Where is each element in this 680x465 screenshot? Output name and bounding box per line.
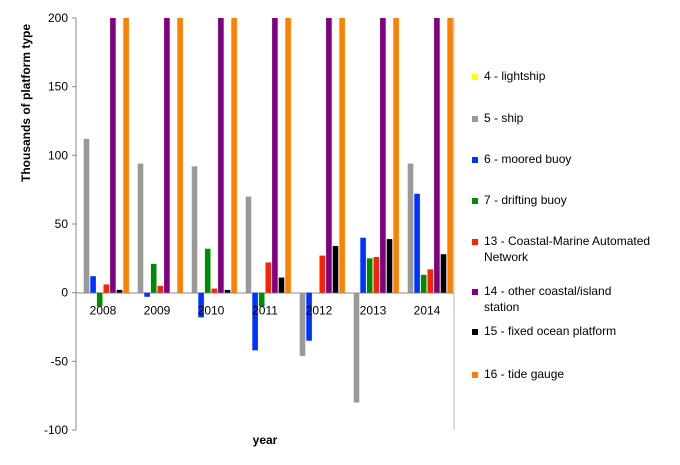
bar <box>285 18 291 293</box>
y-axis-label: Thousands of platform type <box>19 24 33 182</box>
bar <box>299 292 306 356</box>
bar <box>83 138 90 293</box>
bar <box>164 18 170 293</box>
bar <box>420 274 427 293</box>
y-tick-label: -100 <box>44 423 68 437</box>
bar <box>393 18 399 293</box>
y-tick-label: 200 <box>48 11 68 25</box>
y-tick-label: 150 <box>48 80 68 94</box>
bar <box>332 245 339 293</box>
bar <box>177 18 183 293</box>
legend-swatch <box>472 116 478 122</box>
bar <box>272 18 278 293</box>
legend-label: 15 - fixed ocean platform <box>484 324 616 338</box>
bar <box>360 237 366 293</box>
bar <box>380 18 386 293</box>
bar <box>427 269 434 293</box>
bar <box>123 18 129 293</box>
bar <box>110 18 116 293</box>
legend-label: 5 - ship <box>484 111 524 125</box>
legend-swatch <box>472 329 478 335</box>
bar <box>440 254 447 293</box>
bar <box>96 292 103 307</box>
y-tick-labels: -100 -50 0 50 100 150 200 <box>44 11 76 437</box>
y-tick-label: -50 <box>51 354 69 368</box>
bar <box>157 285 164 293</box>
legend-label: 16 - tide gauge <box>484 367 564 381</box>
bar <box>386 239 393 293</box>
x-tick-label: 2010 <box>198 304 225 318</box>
legend-swatch <box>472 198 478 204</box>
legend-swatch <box>472 289 478 295</box>
bar <box>231 18 237 293</box>
legend: 4 - lightship 5 - ship 6 - moored buoy 7 - … <box>472 69 650 381</box>
legend-label: 4 - lightship <box>484 69 546 83</box>
bar <box>414 193 420 293</box>
bar <box>211 288 218 293</box>
legend-swatch <box>472 157 478 163</box>
bar <box>90 276 96 293</box>
bar <box>224 289 231 293</box>
legend-label: 14 - other coastal/island station <box>484 284 611 314</box>
bar <box>258 292 265 307</box>
x-tick-label: 2008 <box>90 304 117 318</box>
bar <box>103 284 110 293</box>
x-axis-label: year <box>253 433 278 447</box>
x-tick-label: 2011 <box>252 304 278 318</box>
bar <box>434 18 440 293</box>
legend-label: 6 - moored buoy <box>484 152 571 166</box>
x-tick-labels: 2008 2009 2010 2011 2012 2013 2014 <box>90 304 441 318</box>
bar <box>278 277 285 293</box>
bar <box>306 292 312 341</box>
bar <box>198 292 204 318</box>
x-tick-label: 2012 <box>306 304 333 318</box>
bar <box>191 166 198 293</box>
x-tick-label: 2013 <box>360 304 387 318</box>
x-tick-label: 2009 <box>144 304 171 318</box>
bar <box>218 18 224 293</box>
legend-swatch <box>472 372 478 378</box>
bar <box>447 18 453 293</box>
legend-swatch <box>472 239 478 245</box>
bars <box>83 18 453 403</box>
bar <box>339 18 345 293</box>
bar <box>366 258 373 293</box>
legend-label: 13 - Coastal-Marine Automated Network <box>484 234 650 264</box>
bar <box>144 292 150 297</box>
bar <box>137 163 144 293</box>
legend-swatch <box>472 74 478 80</box>
x-tick-label: 2014 <box>414 304 441 318</box>
bar <box>265 262 272 293</box>
bar <box>204 248 211 293</box>
y-tick-label: 100 <box>48 148 68 162</box>
bar <box>319 255 326 293</box>
y-tick-label: 50 <box>55 217 69 231</box>
bar <box>245 196 252 293</box>
bar <box>326 18 332 293</box>
bar <box>252 292 258 351</box>
y-tick-label: 0 <box>61 286 68 300</box>
bar <box>373 256 380 293</box>
bar <box>353 292 360 403</box>
legend-label: 7 - drifting buoy <box>484 193 567 207</box>
bar <box>150 263 157 293</box>
bar <box>116 289 123 293</box>
bar <box>407 163 414 293</box>
